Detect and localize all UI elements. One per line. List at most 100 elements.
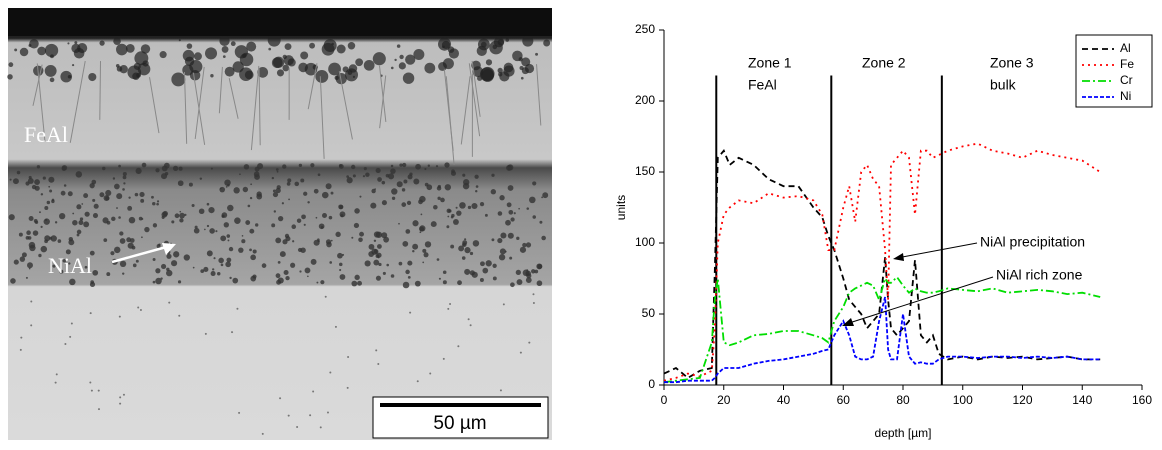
texture	[442, 45, 445, 48]
texture	[136, 168, 142, 174]
texture	[116, 193, 122, 199]
texture	[83, 193, 88, 198]
texture	[417, 380, 419, 382]
texture	[274, 210, 276, 212]
texture	[347, 387, 349, 389]
texture	[494, 37, 504, 47]
texture	[408, 276, 411, 279]
texture	[507, 202, 512, 207]
texture	[376, 276, 381, 281]
texture	[284, 270, 289, 275]
texture	[485, 214, 488, 217]
texture	[329, 261, 332, 264]
texture	[222, 46, 229, 53]
texture	[89, 382, 91, 384]
texture	[407, 201, 411, 205]
texture	[365, 260, 371, 266]
texture	[88, 73, 96, 81]
texture	[503, 303, 505, 305]
texture	[446, 225, 449, 228]
texture	[339, 269, 341, 271]
texture	[136, 260, 139, 263]
texture	[218, 258, 224, 264]
texture	[157, 200, 159, 202]
texture	[331, 43, 334, 46]
texture	[383, 272, 386, 275]
texture	[179, 167, 183, 171]
texture	[190, 70, 201, 81]
texture	[424, 63, 435, 74]
texture	[457, 280, 462, 285]
texture	[510, 282, 515, 287]
texture	[210, 74, 213, 77]
x-tick-label: 160	[1132, 393, 1152, 407]
texture	[171, 260, 177, 266]
texture	[213, 257, 215, 259]
texture	[541, 197, 543, 199]
texture	[76, 204, 81, 209]
texture	[160, 51, 167, 58]
texture	[392, 197, 395, 200]
texture	[422, 262, 424, 264]
texture	[526, 277, 532, 283]
texture	[183, 50, 195, 62]
texture	[506, 38, 510, 42]
texture	[67, 42, 69, 44]
image-label: NiAl	[48, 253, 92, 278]
texture	[20, 349, 22, 351]
texture	[294, 182, 299, 187]
texture	[211, 168, 213, 170]
texture	[516, 237, 519, 240]
texture	[128, 197, 130, 199]
texture	[447, 308, 449, 310]
texture	[459, 202, 466, 209]
texture	[171, 220, 174, 223]
texture	[137, 306, 139, 308]
texture	[403, 282, 410, 289]
texture	[339, 164, 344, 169]
texture	[243, 187, 248, 192]
texture	[521, 77, 524, 80]
texture	[436, 165, 438, 167]
texture	[451, 214, 454, 217]
texture	[394, 59, 396, 61]
texture	[399, 262, 403, 266]
texture	[532, 181, 536, 185]
texture	[443, 58, 454, 69]
texture	[413, 49, 424, 60]
texture	[318, 240, 320, 242]
texture	[262, 263, 267, 268]
texture	[208, 207, 214, 213]
texture	[74, 48, 85, 59]
texture	[254, 171, 260, 177]
texture	[161, 264, 166, 269]
texture	[44, 206, 48, 210]
texture	[463, 183, 469, 189]
texture	[391, 67, 394, 70]
texture	[315, 70, 328, 83]
texture	[245, 71, 254, 80]
texture	[92, 270, 98, 276]
texture	[217, 272, 220, 275]
texture	[98, 408, 100, 410]
texture	[370, 203, 376, 209]
texture	[8, 62, 13, 67]
texture	[173, 166, 178, 171]
texture	[425, 183, 429, 187]
texture	[413, 178, 419, 184]
texture	[61, 191, 66, 196]
texture	[229, 247, 233, 251]
texture	[326, 183, 332, 189]
texture	[273, 189, 276, 192]
texture	[152, 202, 155, 205]
texture	[91, 390, 93, 392]
texture	[71, 322, 73, 324]
texture	[90, 282, 95, 287]
texture	[354, 275, 359, 280]
texture	[227, 205, 233, 211]
texture	[340, 211, 346, 217]
y-tick-label: 150	[635, 164, 655, 178]
texture	[127, 206, 132, 211]
texture	[437, 258, 440, 261]
